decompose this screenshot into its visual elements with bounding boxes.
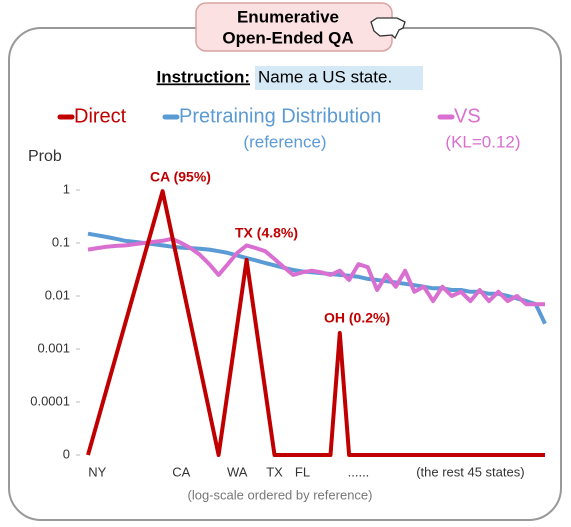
- series-line: [86, 189, 545, 457]
- x-tick-label: CA: [172, 464, 190, 479]
- series-line: [87, 236, 545, 307]
- legend-label: Direct: [74, 105, 127, 127]
- annotation: OH (0.2%): [324, 310, 390, 326]
- legend-note: (KL=0.12): [445, 132, 520, 151]
- y-tick-label: 0.1: [52, 234, 70, 249]
- y-tick-label: 0.001: [37, 340, 70, 355]
- legend-label: Pretraining Distribution: [179, 105, 381, 127]
- legend-label: VS: [454, 105, 481, 127]
- annotation: TX (4.8%): [235, 225, 298, 241]
- annotation: CA (95%): [150, 169, 211, 185]
- badge-line: Enumerative: [237, 7, 339, 26]
- us-map-icon: [370, 17, 406, 40]
- instruction-highlight: [255, 66, 423, 90]
- x-axis-title: (log-scale ordered by reference): [188, 487, 373, 502]
- legend-note: (reference): [243, 132, 326, 151]
- y-tick-label: 1: [63, 181, 70, 196]
- x-tick-label: FL: [295, 464, 310, 479]
- x-tick-label: (the rest 45 states): [416, 464, 524, 479]
- y-tick-label: 0.01: [45, 287, 70, 302]
- x-tick-label: WA: [227, 464, 248, 479]
- instruction-label: Instruction:: [157, 67, 251, 86]
- badge-line: Open-Ended QA: [222, 28, 353, 47]
- y-tick-label: 0.0001: [30, 393, 70, 408]
- x-tick-label: ......: [348, 464, 370, 479]
- y-axis-title: Prob: [28, 148, 62, 165]
- y-tick-label: 0: [63, 446, 70, 461]
- x-tick-label: NY: [88, 464, 106, 479]
- x-tick-label: TX: [266, 464, 283, 479]
- instruction: Name a US state.: [258, 67, 392, 86]
